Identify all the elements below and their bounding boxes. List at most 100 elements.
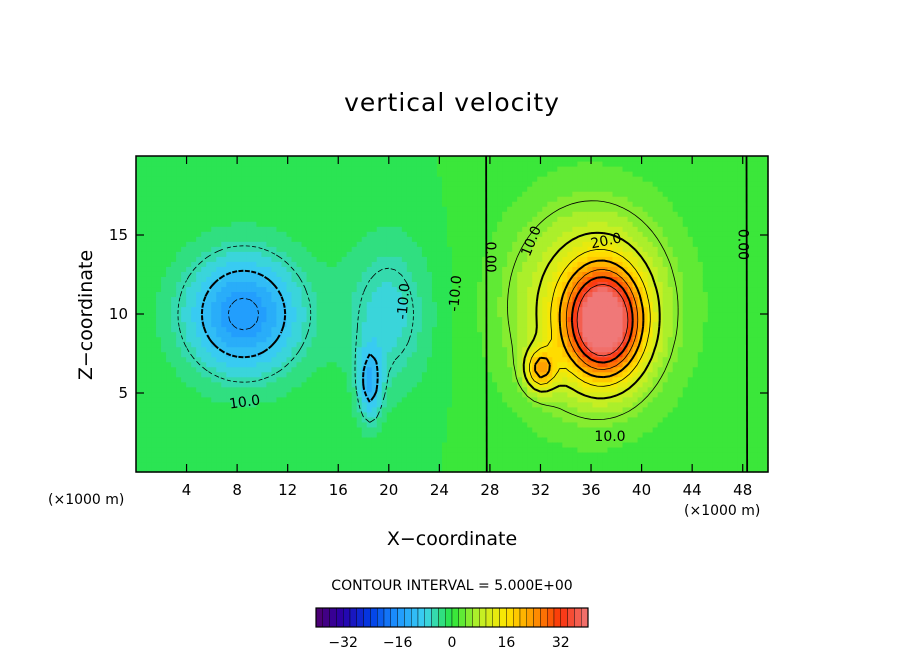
field-cell	[376, 166, 383, 172]
field-cell	[426, 336, 433, 343]
field-cell	[231, 206, 237, 212]
field-cell	[351, 416, 358, 423]
field-cell	[487, 276, 493, 282]
field-cell	[181, 281, 187, 288]
field-cell	[186, 451, 192, 458]
field-cell	[271, 326, 278, 333]
field-cell	[376, 281, 383, 288]
field-cell	[186, 421, 192, 428]
field-cell	[156, 366, 162, 373]
field-cell	[271, 391, 278, 398]
field-cell	[517, 221, 523, 227]
field-cell	[436, 261, 443, 267]
field-cell	[492, 211, 498, 217]
field-cell	[366, 381, 373, 388]
field-cell	[181, 366, 187, 373]
field-cell	[271, 231, 278, 237]
field-cell	[256, 261, 262, 267]
field-cell	[271, 176, 278, 182]
field-cell	[441, 401, 448, 408]
field-cell	[271, 331, 278, 338]
field-cell	[196, 466, 202, 473]
field-cell	[487, 256, 493, 262]
field-cell	[236, 201, 242, 207]
field-cell	[266, 456, 273, 463]
field-cell	[421, 406, 428, 413]
field-cell	[507, 456, 513, 463]
field-cell	[266, 231, 273, 237]
field-cell	[411, 356, 418, 363]
field-cell	[351, 256, 358, 262]
field-cell	[166, 286, 172, 293]
field-cell	[221, 251, 227, 257]
field-cell	[156, 281, 162, 288]
field-cell	[436, 401, 443, 408]
field-cell	[216, 246, 222, 252]
field-cell	[401, 351, 408, 358]
field-cell	[141, 341, 147, 348]
field-cell	[156, 221, 162, 227]
field-cell	[211, 201, 217, 207]
field-cell	[266, 306, 273, 313]
field-cell	[161, 351, 167, 358]
field-cell	[281, 191, 288, 197]
field-cell	[396, 261, 403, 267]
field-cell	[421, 416, 428, 423]
field-cell	[406, 311, 413, 318]
field-cell	[421, 231, 428, 237]
field-cell	[146, 161, 152, 167]
field-cell	[181, 416, 187, 423]
field-cell	[507, 161, 513, 167]
field-cell	[136, 386, 142, 393]
field-cell	[472, 341, 478, 348]
field-cell	[482, 466, 488, 473]
field-cell	[236, 321, 242, 328]
field-cell	[256, 166, 262, 172]
field-cell	[532, 441, 538, 448]
field-cell	[346, 411, 353, 418]
field-cell	[436, 231, 443, 237]
field-cell	[311, 371, 318, 378]
field-cell	[346, 206, 353, 212]
field-cell	[497, 281, 503, 288]
field-cell	[196, 321, 202, 328]
field-cell	[216, 406, 222, 413]
field-cell	[401, 386, 408, 393]
field-cell	[482, 456, 488, 463]
field-cell	[261, 271, 268, 277]
field-cell	[276, 381, 283, 388]
field-cell	[311, 386, 318, 393]
field-cell	[477, 356, 483, 363]
field-cell	[487, 386, 493, 393]
field-cell	[236, 326, 242, 333]
field-cell	[296, 461, 303, 468]
field-cell	[421, 411, 428, 418]
field-cell	[351, 316, 358, 323]
field-cell	[306, 246, 313, 252]
field-cell	[181, 421, 187, 428]
field-cell	[301, 201, 308, 207]
field-cell	[251, 296, 257, 303]
field-cell	[391, 341, 398, 348]
field-cell	[231, 221, 237, 227]
field-cell	[472, 361, 478, 368]
field-cell	[216, 461, 222, 468]
field-cell	[156, 351, 162, 358]
field-cell	[316, 441, 323, 448]
field-cell	[497, 266, 503, 272]
field-cell	[421, 221, 428, 227]
field-cell	[201, 216, 207, 222]
field-cell	[457, 406, 463, 413]
field-cell	[522, 381, 528, 388]
field-cell	[136, 431, 142, 438]
field-cell	[331, 346, 338, 353]
field-cell	[381, 366, 388, 373]
field-cell	[331, 381, 338, 388]
field-cell	[156, 251, 162, 257]
field-cell	[441, 351, 448, 358]
field-cell	[241, 226, 247, 232]
field-cell	[191, 406, 197, 413]
field-cell	[266, 401, 273, 408]
field-cell	[416, 241, 423, 247]
field-cell	[356, 321, 363, 328]
